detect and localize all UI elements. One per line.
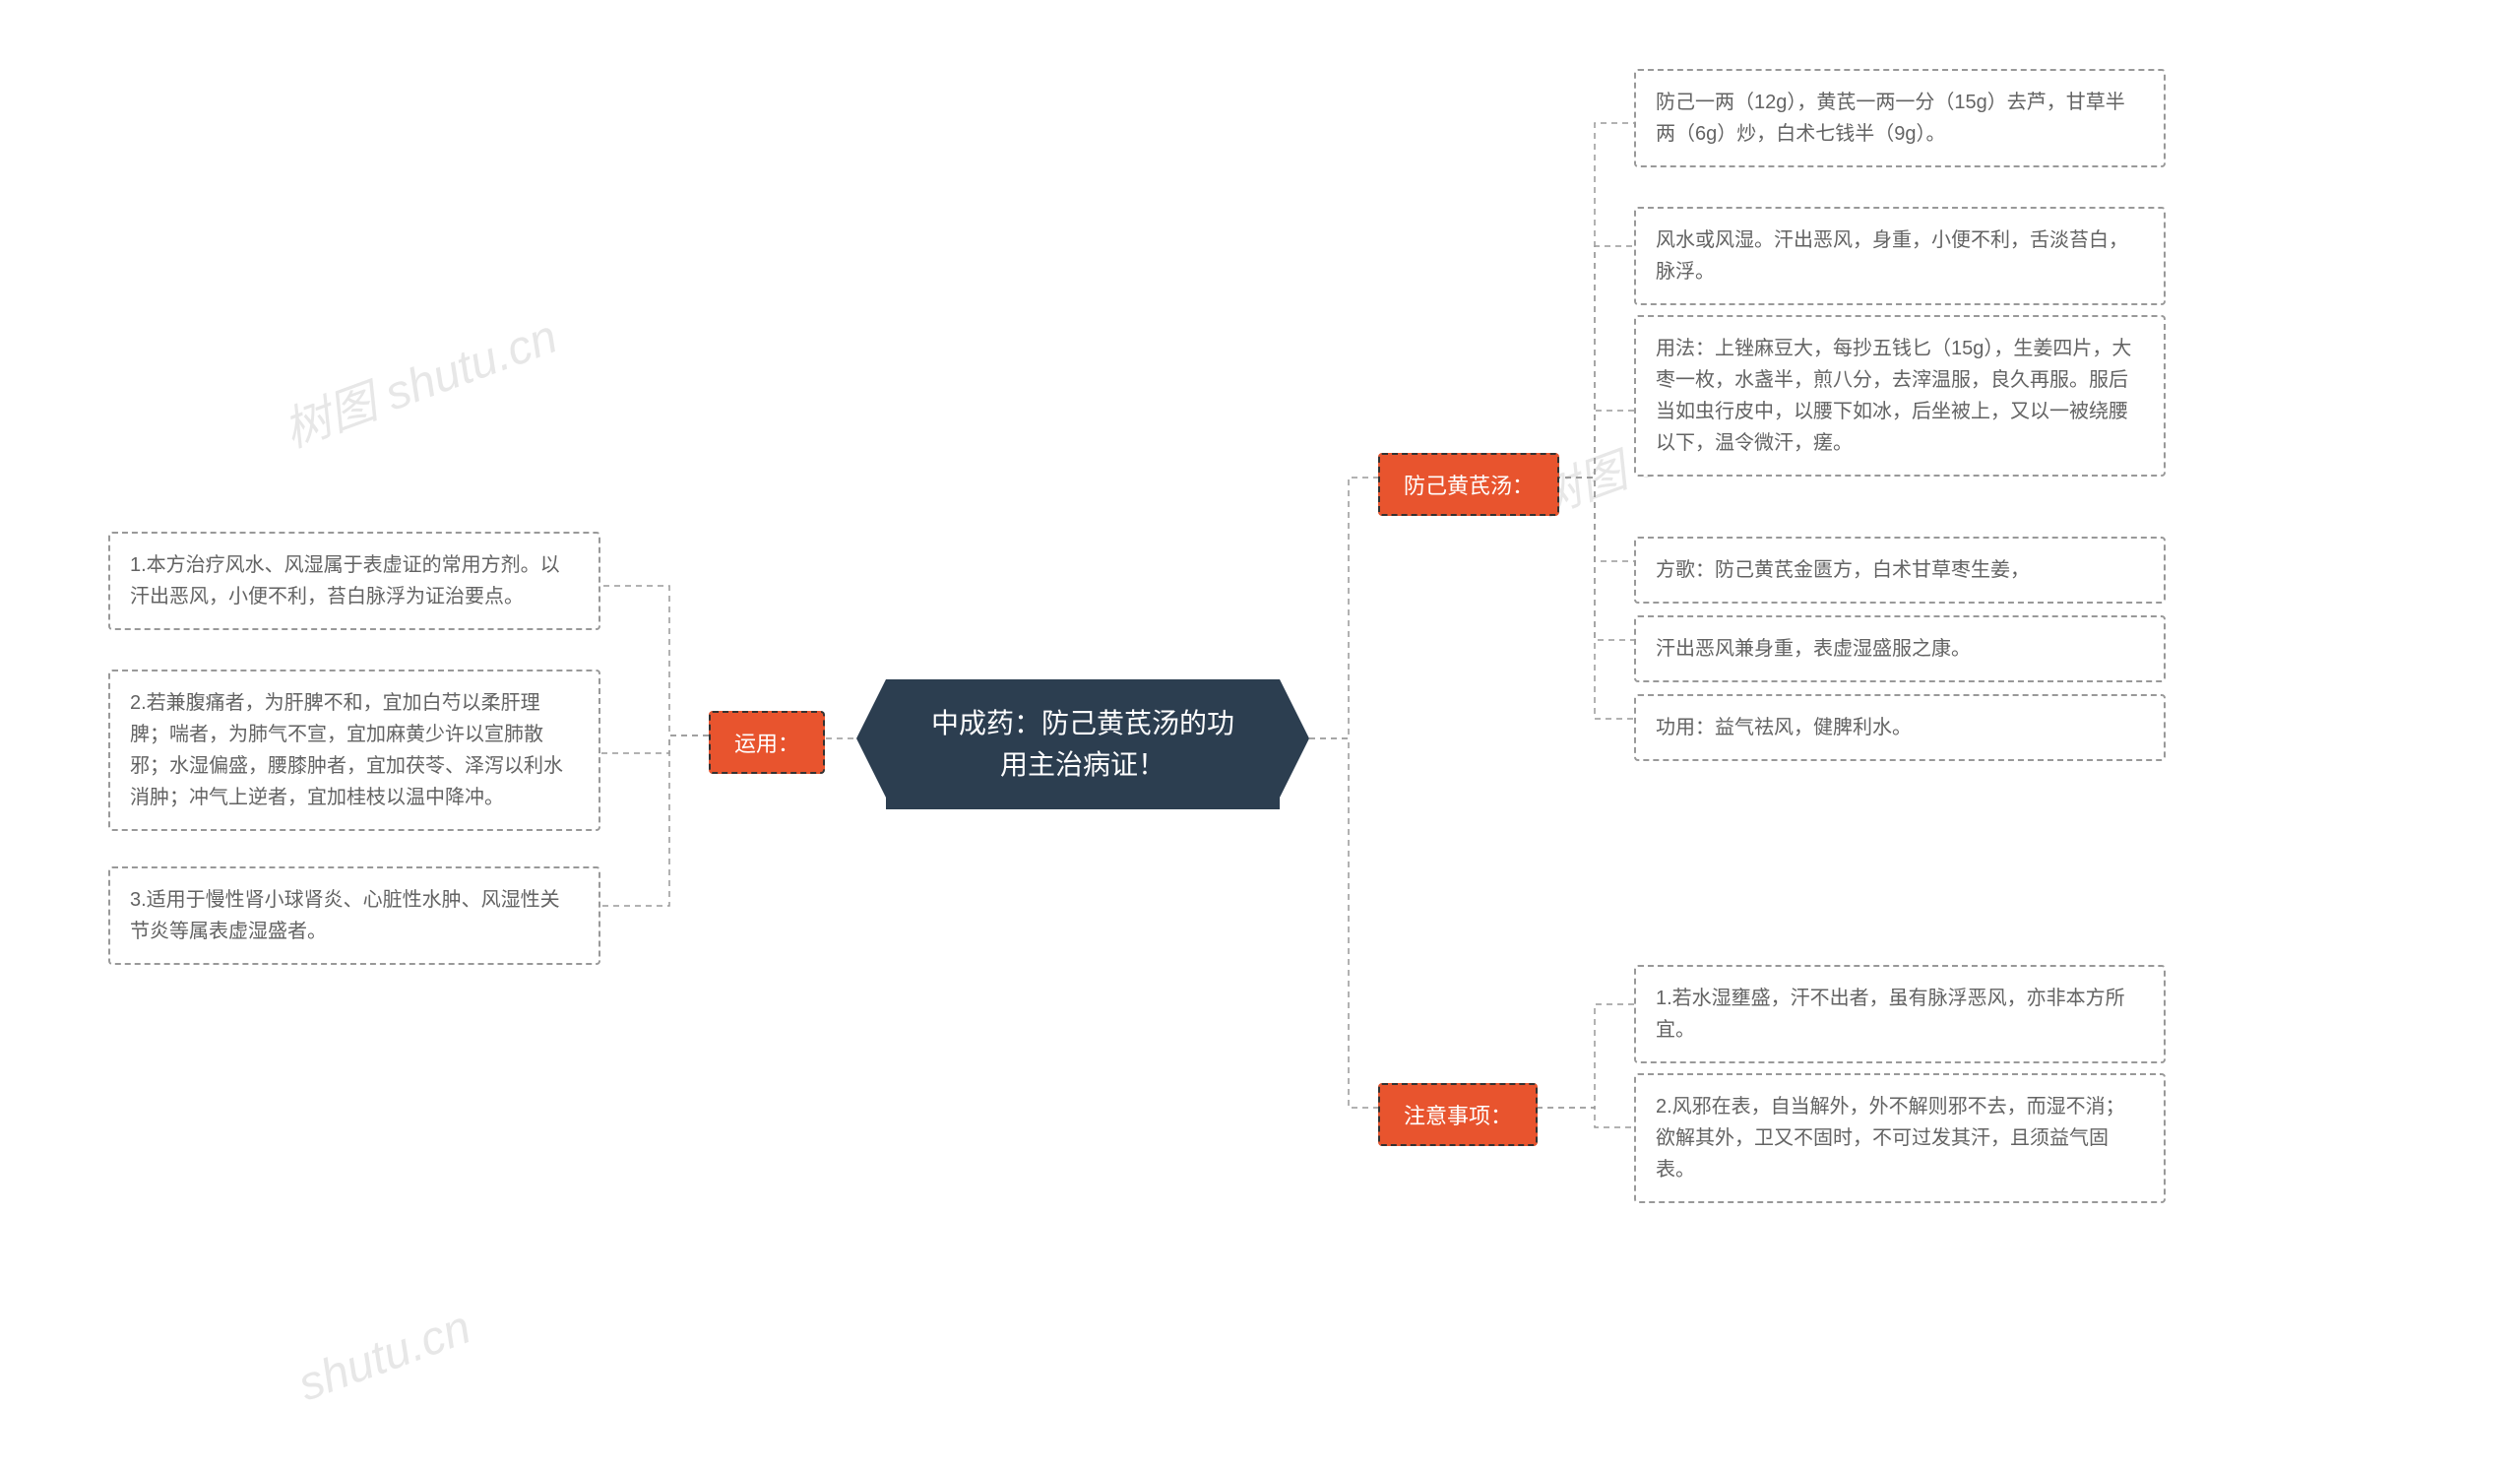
leaf-formula-4[interactable]: 方歌：防己黄芪金匮方，白术甘草枣生姜， bbox=[1634, 537, 2166, 604]
leaf-formula-6[interactable]: 功用：益气祛风，健脾利水。 bbox=[1634, 694, 2166, 761]
leaf-usage-2[interactable]: 2.若兼腹痛者，为肝脾不和，宜加白芍以柔肝理脾；喘者，为肺气不宣，宜加麻黄少许以… bbox=[108, 670, 600, 831]
branch-formula[interactable]: 防己黄芪汤： bbox=[1378, 453, 1559, 516]
leaf-usage-1[interactable]: 1.本方治疗风水、风湿属于表虚证的常用方剂。以汗出恶风，小便不利，苔白脉浮为证治… bbox=[108, 532, 600, 630]
leaf-formula-2[interactable]: 风水或风湿。汗出恶风，身重，小便不利，舌淡苔白，脉浮。 bbox=[1634, 207, 2166, 305]
branch-usage[interactable]: 运用： bbox=[709, 711, 825, 774]
branch-caution[interactable]: 注意事项： bbox=[1378, 1083, 1538, 1146]
leaf-caution-1[interactable]: 1.若水湿壅盛，汗不出者，虽有脉浮恶风，亦非本方所宜。 bbox=[1634, 965, 2166, 1063]
watermark: shutu.cn bbox=[291, 1301, 477, 1413]
leaf-formula-3[interactable]: 用法：上锉麻豆大，每抄五钱匕（15g），生姜四片，大枣一枚，水盏半，煎八分，去滓… bbox=[1634, 315, 2166, 477]
root-node[interactable]: 中成药：防己黄芪汤的功用主治病证！ bbox=[886, 679, 1280, 809]
leaf-formula-5[interactable]: 汗出恶风兼身重，表虚湿盛服之康。 bbox=[1634, 615, 2166, 682]
leaf-usage-3[interactable]: 3.适用于慢性肾小球肾炎、心脏性水肿、风湿性关节炎等属表虚湿盛者。 bbox=[108, 866, 600, 965]
watermark: 树图 shutu.cn bbox=[273, 297, 565, 460]
leaf-formula-1[interactable]: 防己一两（12g），黄芪一两一分（15g）去芦，甘草半两（6g）炒，白术七钱半（… bbox=[1634, 69, 2166, 167]
leaf-caution-2[interactable]: 2.风邪在表，自当解外，外不解则邪不去，而湿不消；欲解其外，卫又不固时，不可过发… bbox=[1634, 1073, 2166, 1203]
